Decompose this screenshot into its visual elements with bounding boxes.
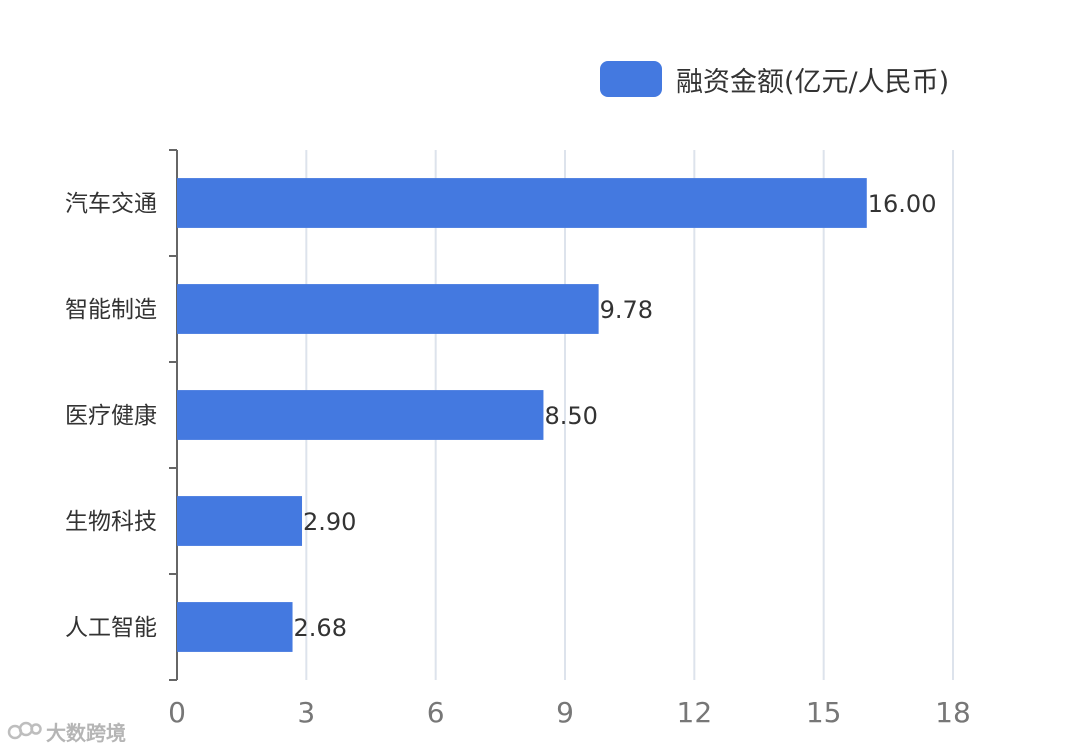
value-label: 9.78 <box>600 296 653 324</box>
bar-1 <box>177 284 599 334</box>
bar-4 <box>177 602 293 652</box>
x-tick-label: 9 <box>556 696 574 729</box>
category-label: 汽车交通 <box>65 191 157 217</box>
x-tick-label: 0 <box>168 696 186 729</box>
x-tick-label: 18 <box>935 696 971 729</box>
value-label: 2.68 <box>294 614 347 642</box>
x-tick-label: 15 <box>806 696 842 729</box>
x-tick-label: 6 <box>427 696 445 729</box>
legend-swatch <box>600 61 662 97</box>
legend-label: 融资金额(亿元/人民币) <box>676 66 950 98</box>
value-label: 2.90 <box>303 508 356 536</box>
value-label: 8.50 <box>544 402 597 430</box>
bar-2 <box>177 390 544 440</box>
x-tick-label: 3 <box>297 696 315 729</box>
bar-0 <box>177 178 867 228</box>
watermark: 大数跨境 <box>6 716 126 746</box>
bar-3 <box>177 496 303 546</box>
category-label: 生物科技 <box>65 509 157 535</box>
watermark-text: 大数跨境 <box>46 720 126 745</box>
category-label: 人工智能 <box>65 615 157 641</box>
x-tick-label: 12 <box>677 696 713 729</box>
dashuju-logo-icon <box>7 721 42 740</box>
value-label: 16.00 <box>868 190 937 218</box>
category-label: 医疗健康 <box>65 403 157 429</box>
category-label: 智能制造 <box>65 297 157 323</box>
legend: 融资金额(亿元/人民币) <box>600 60 949 98</box>
